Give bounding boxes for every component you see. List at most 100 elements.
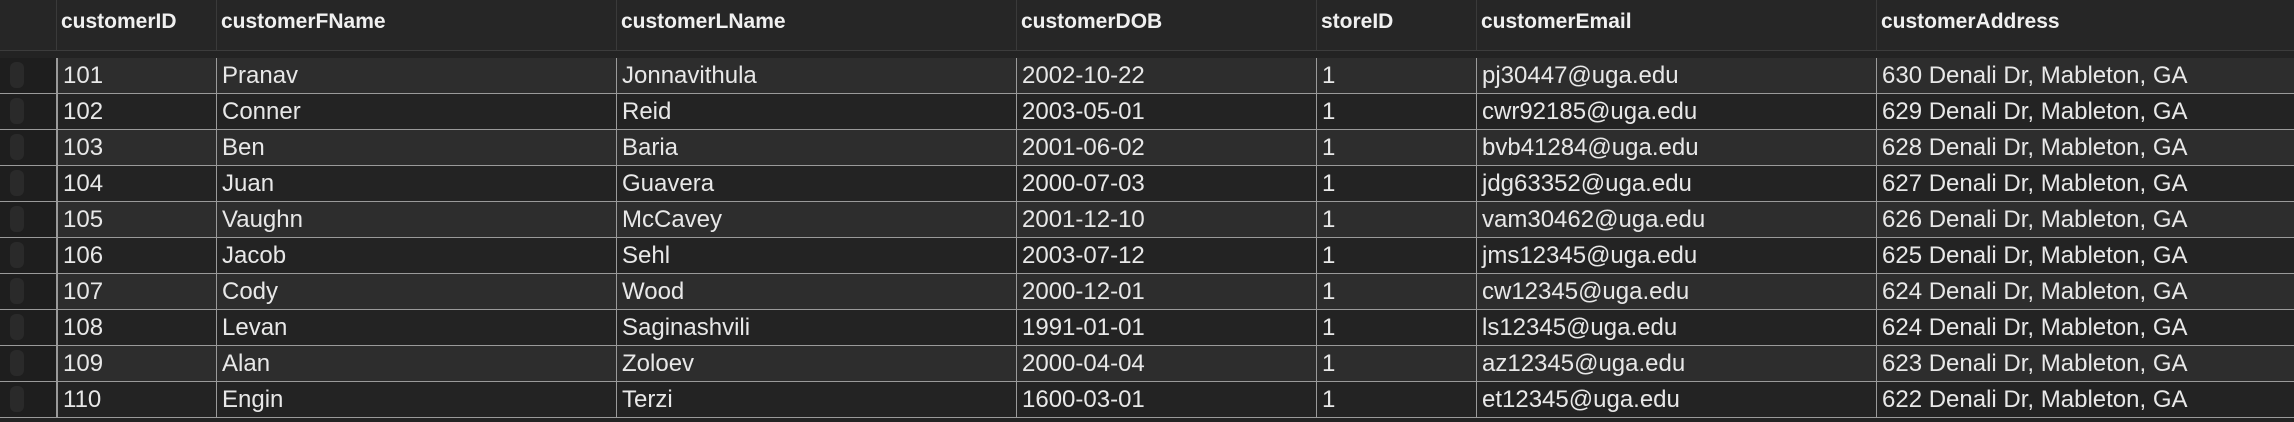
cell-customer-fname[interactable]: Alan <box>217 346 617 381</box>
table-row[interactable]: 103 Ben Baria 2001-06-02 1 bvb41284@uga.edu 62… <box>0 130 2294 166</box>
cell-customer-lname[interactable]: Reid <box>617 94 1017 129</box>
column-header-customer-lname[interactable]: customerLName <box>617 0 1017 50</box>
cell-customer-id[interactable]: 109 <box>57 346 217 381</box>
table-row[interactable]: 107 Cody Wood 2000-12-01 1 cw12345@uga.edu 624… <box>0 274 2294 310</box>
cell-customer-address[interactable]: 624 Denali Dr, Mableton, GA <box>1882 278 2188 305</box>
cell-customer-address[interactable]: 623 Denali Dr, Mableton, GA <box>1882 350 2188 377</box>
cell-customer-fname[interactable]: Ben <box>217 130 617 165</box>
row-handle-icon <box>10 98 24 124</box>
cell-customer-fname[interactable]: Pranav <box>217 58 617 93</box>
cell-customer-fname[interactable]: Juan <box>217 166 617 201</box>
cell-customer-dob[interactable]: 1991-01-01 <box>1017 310 1317 345</box>
table-row[interactable]: 102 Conner Reid 2003-05-01 1 cwr92185@uga.edu… <box>0 94 2294 130</box>
cell-customer-id[interactable]: 105 <box>57 202 217 237</box>
cell-customer-id[interactable]: 104 <box>57 166 217 201</box>
cell-customer-dob[interactable]: 2002-10-22 <box>1017 58 1317 93</box>
table-row[interactable]: 106 Jacob Sehl 2003-07-12 1 jms12345@uga.edu 6… <box>0 238 2294 274</box>
cell-customer-id[interactable]: 108 <box>57 310 217 345</box>
row-selector[interactable] <box>0 310 57 345</box>
cell-customer-id[interactable]: 103 <box>57 130 217 165</box>
cell-store-id[interactable]: 1 <box>1317 238 1477 273</box>
cell-store-id[interactable]: 1 <box>1317 274 1477 309</box>
table-row[interactable]: 110 Engin Terzi 1600-03-01 1 et12345@uga.edu 6… <box>0 382 2294 418</box>
cell-customer-lname[interactable]: Sehl <box>617 238 1017 273</box>
cell-customer-fname[interactable]: Vaughn <box>217 202 617 237</box>
cell-customer-fname[interactable]: Cody <box>217 274 617 309</box>
cell-store-id[interactable]: 1 <box>1317 382 1477 417</box>
cell-customer-address[interactable]: 629 Denali Dr, Mableton, GA <box>1882 98 2188 125</box>
column-header-customer-email[interactable]: customerEmail <box>1477 0 1877 50</box>
cell-customer-dob[interactable]: 2000-12-01 <box>1017 274 1317 309</box>
cell-customer-address[interactable]: 630 Denali Dr, Mableton, GA <box>1882 62 2188 89</box>
cell-customer-id[interactable]: 102 <box>57 94 217 129</box>
cell-customer-email[interactable]: pj30447@uga.edu <box>1477 58 1877 93</box>
cell-store-id[interactable]: 1 <box>1317 166 1477 201</box>
cell-customer-email[interactable]: cw12345@uga.edu <box>1477 274 1877 309</box>
column-header-customer-id[interactable]: customerID <box>57 0 217 50</box>
cell-customer-fname[interactable]: Jacob <box>217 238 617 273</box>
row-selector[interactable] <box>0 94 57 129</box>
cell-customer-address[interactable]: 624 Denali Dr, Mableton, GA <box>1882 314 2188 341</box>
cell-customer-id[interactable]: 110 <box>57 382 217 417</box>
cell-customer-address[interactable]: 622 Denali Dr, Mableton, GA <box>1882 386 2188 413</box>
cell-customer-email[interactable]: cwr92185@uga.edu <box>1477 94 1877 129</box>
cell-customer-email[interactable]: az12345@uga.edu <box>1477 346 1877 381</box>
table-row[interactable]: 108 Levan Saginashvili 1991-01-01 1 ls12345@u… <box>0 310 2294 346</box>
row-selector[interactable] <box>0 346 57 381</box>
cell-customer-dob[interactable]: 2001-06-02 <box>1017 130 1317 165</box>
row-selector[interactable] <box>0 166 57 201</box>
cell-customer-email[interactable]: vam30462@uga.edu <box>1477 202 1877 237</box>
cell-customer-id[interactable]: 106 <box>57 238 217 273</box>
row-selector[interactable] <box>0 202 57 237</box>
cell-customer-lname[interactable]: McCavey <box>617 202 1017 237</box>
cell-customer-dob[interactable]: 2000-07-03 <box>1017 166 1317 201</box>
cell-customer-dob[interactable]: 2003-05-01 <box>1017 94 1317 129</box>
row-selector[interactable] <box>0 58 57 93</box>
row-handle-icon <box>10 242 24 268</box>
row-selector[interactable] <box>0 382 57 417</box>
cell-customer-fname[interactable]: Levan <box>217 310 617 345</box>
cell-customer-id[interactable]: 107 <box>57 274 217 309</box>
cell-store-id[interactable]: 1 <box>1317 346 1477 381</box>
column-header-customer-dob[interactable]: customerDOB <box>1017 0 1317 50</box>
cell-customer-fname[interactable]: Conner <box>217 94 617 129</box>
cell-store-id[interactable]: 1 <box>1317 58 1477 93</box>
row-selector[interactable] <box>0 130 57 165</box>
table-body: 101 Pranav Jonnavithula 2002-10-22 1 pj30447@… <box>0 58 2294 418</box>
cell-customer-email[interactable]: jdg63352@uga.edu <box>1477 166 1877 201</box>
cell-customer-email[interactable]: bvb41284@uga.edu <box>1477 130 1877 165</box>
cell-customer-email[interactable]: jms12345@uga.edu <box>1477 238 1877 273</box>
cell-store-id[interactable]: 1 <box>1317 310 1477 345</box>
cell-customer-address[interactable]: 628 Denali Dr, Mableton, GA <box>1882 134 2188 161</box>
cell-store-id[interactable]: 1 <box>1317 202 1477 237</box>
cell-customer-lname[interactable]: Guavera <box>617 166 1017 201</box>
column-header-customer-address[interactable]: customerAddress <box>1881 10 2060 33</box>
cell-customer-lname[interactable]: Terzi <box>617 382 1017 417</box>
cell-customer-email[interactable]: ls12345@uga.edu <box>1477 310 1877 345</box>
table-row[interactable]: 101 Pranav Jonnavithula 2002-10-22 1 pj30447@… <box>0 58 2294 94</box>
cell-customer-lname[interactable]: Saginashvili <box>617 310 1017 345</box>
row-selector[interactable] <box>0 274 57 309</box>
cell-customer-lname[interactable]: Wood <box>617 274 1017 309</box>
cell-customer-dob[interactable]: 2001-12-10 <box>1017 202 1317 237</box>
cell-customer-fname[interactable]: Engin <box>217 382 617 417</box>
cell-store-id[interactable]: 1 <box>1317 130 1477 165</box>
cell-customer-email[interactable]: et12345@uga.edu <box>1477 382 1877 417</box>
table-row[interactable]: 105 Vaughn McCavey 2001-12-10 1 vam30462@uga.… <box>0 202 2294 238</box>
table-row[interactable]: 104 Juan Guavera 2000-07-03 1 jdg63352@uga.ed… <box>0 166 2294 202</box>
column-header-customer-fname[interactable]: customerFName <box>217 0 617 50</box>
table-row[interactable]: 109 Alan Zoloev 2000-04-04 1 az12345@uga.edu 6… <box>0 346 2294 382</box>
cell-customer-lname[interactable]: Baria <box>617 130 1017 165</box>
cell-customer-address[interactable]: 626 Denali Dr, Mableton, GA <box>1882 206 2188 233</box>
cell-customer-dob[interactable]: 1600-03-01 <box>1017 382 1317 417</box>
cell-customer-dob[interactable]: 2003-07-12 <box>1017 238 1317 273</box>
row-selector[interactable] <box>0 238 57 273</box>
cell-store-id[interactable]: 1 <box>1317 94 1477 129</box>
cell-customer-address[interactable]: 625 Denali Dr, Mableton, GA <box>1882 242 2188 269</box>
cell-customer-dob[interactable]: 2000-04-04 <box>1017 346 1317 381</box>
cell-customer-id[interactable]: 101 <box>57 58 217 93</box>
cell-customer-lname[interactable]: Jonnavithula <box>617 58 1017 93</box>
cell-customer-address[interactable]: 627 Denali Dr, Mableton, GA <box>1882 170 2188 197</box>
cell-customer-lname[interactable]: Zoloev <box>617 346 1017 381</box>
column-header-store-id[interactable]: storeID <box>1317 0 1477 50</box>
